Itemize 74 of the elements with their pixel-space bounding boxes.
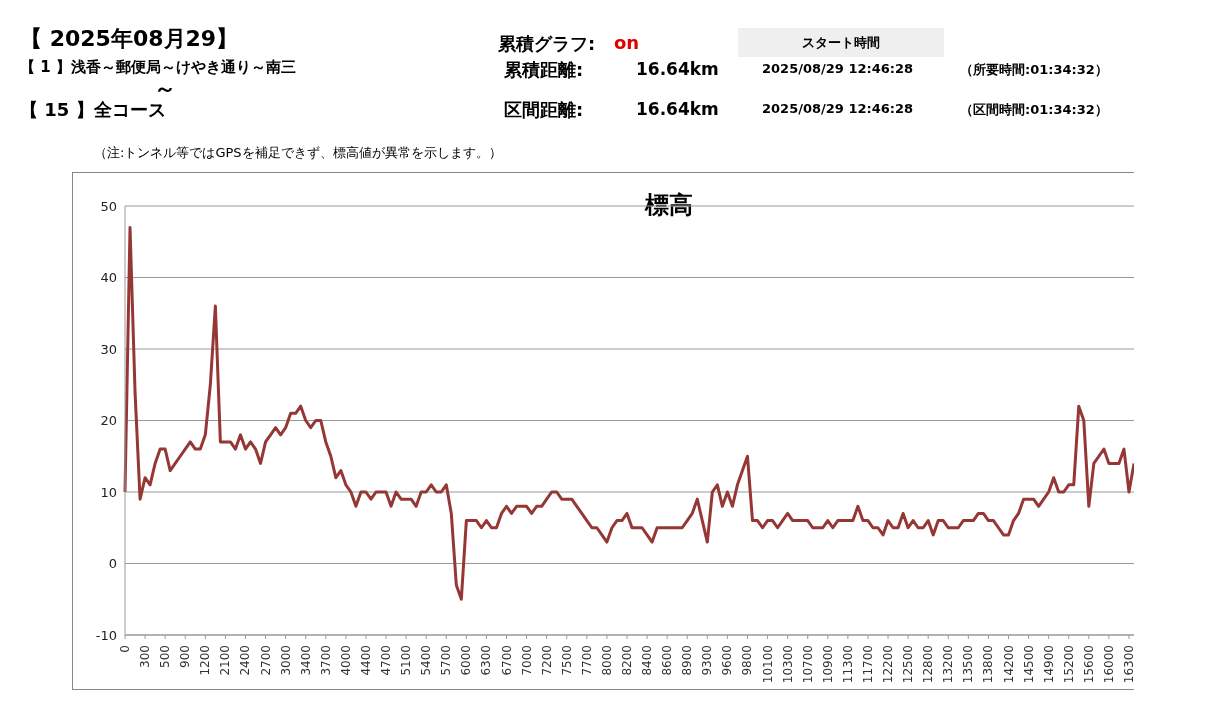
y-tick-label: 50 [100,198,117,214]
text: 累積距離: [504,58,584,82]
x-tick-label: 11300 [840,645,855,684]
x-tick-label: 6700 [499,645,514,676]
x-tick-label: 5400 [419,645,434,676]
text: スタート時間 [738,28,944,57]
x-tick-label: 0 [118,645,132,653]
text: on [614,32,640,53]
x-tick-label: 5100 [399,645,414,676]
x-tick-label: 2400 [238,645,253,676]
text: （所要時間:01:34:32） [960,61,1108,79]
text: 16.64km [636,99,719,119]
x-tick-label: 14900 [1041,645,1056,684]
x-tick-label: 8900 [680,645,695,676]
x-tick-label: 4000 [338,645,353,676]
x-tick-label: 5700 [439,645,454,676]
x-tick-label: 13500 [961,645,976,684]
x-tick-label: 12200 [881,645,896,684]
y-tick-label: -10 [95,627,117,643]
x-tick-label: 15200 [1061,645,1076,684]
x-tick-label: 7200 [539,645,554,676]
x-tick-label: 1200 [198,645,213,676]
x-tick-label: 16000 [1101,645,1116,684]
x-tick-label: 9300 [700,645,715,676]
x-tick-label: 2100 [218,645,233,676]
x-tick-label: 300 [138,645,153,668]
x-tick-label: 6000 [459,645,474,676]
x-tick-label: 10300 [780,645,795,684]
x-tick-label: 2700 [258,645,273,676]
chart-title: 標高 [644,191,693,219]
x-tick-label: 7000 [519,645,534,676]
text: 16.64km [636,59,719,79]
x-tick-label: 12800 [921,645,936,684]
x-tick-label: 9800 [740,645,755,676]
x-tick-label: 500 [158,645,173,668]
x-tick-label: 10900 [820,645,835,684]
x-tick-label: 16300 [1121,645,1136,684]
text: 【 1 】浅香～郵便局～けやき通り～南三 [20,58,296,77]
x-tick-label: 4400 [358,645,373,676]
y-tick-label: 10 [100,484,117,500]
x-tick-label: 4700 [379,645,394,676]
y-tick-label: 0 [108,556,117,572]
x-tick-label: 9600 [720,645,735,676]
x-tick-label: 7500 [559,645,574,676]
text: 【 2025年08月29】 [20,25,239,53]
x-tick-label: 10100 [760,645,775,684]
x-tick-label: 7700 [579,645,594,676]
x-tick-label: 10700 [800,645,815,684]
x-tick-label: 15600 [1081,645,1096,684]
text: （注:トンネル等ではGPSを補足できず、標高値が異常を示します。） [94,144,502,162]
x-tick-label: 3700 [318,645,333,676]
x-tick-label: 12500 [901,645,916,684]
x-tick-label: 3400 [298,645,313,676]
x-tick-label: 3000 [278,645,293,676]
text: 2025/08/29 12:46:28 [762,101,914,116]
y-tick-label: 30 [100,341,117,357]
x-tick-label: 13800 [981,645,996,684]
x-tick-label: 900 [178,645,193,668]
line-series [123,225,1134,601]
text: 2025/08/29 12:46:28 [762,61,914,76]
y-tick-label: 20 [100,413,117,429]
x-tick-label: 8600 [660,645,675,676]
x-tick-label: 8400 [640,645,655,676]
text: 区間距離: [504,98,584,122]
y-tick-label: 40 [100,270,117,286]
x-tick-label: 6300 [479,645,494,676]
text: （区間時間:01:34:32） [960,101,1108,119]
x-tick-label: 14500 [1021,645,1036,684]
x-tick-label: 11700 [860,645,875,684]
x-tick-label: 13200 [941,645,956,684]
x-tick-label: 8000 [599,645,614,676]
text: 累積グラフ: [498,32,596,56]
x-tick-label: 8200 [619,645,634,676]
x-tick-label: 14200 [1001,645,1016,684]
